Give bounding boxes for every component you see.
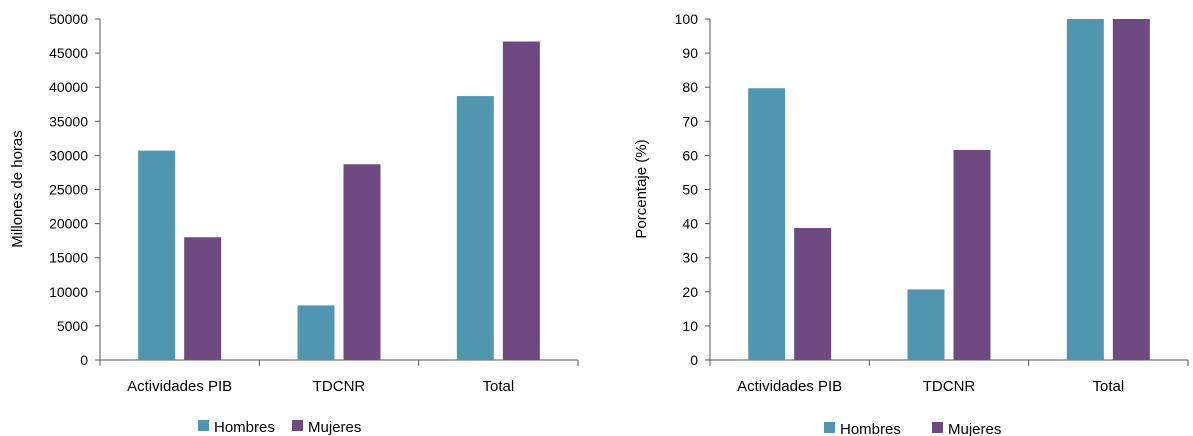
- bar-mujeres-total: [1112, 19, 1150, 360]
- x-ticks: [99, 360, 579, 366]
- y-tick-label: 0: [80, 352, 88, 368]
- x-ticks: [709, 360, 1189, 366]
- y-ticks: 0 10 20 30 40 50 60 70 80 90 100: [675, 11, 710, 368]
- y-tick-label: 50: [682, 182, 698, 198]
- y-tick-label: 15000: [49, 250, 88, 266]
- legend-label-hombres: Hombres: [214, 419, 275, 436]
- legend: Hombres Mujeres: [198, 419, 361, 436]
- y-tick-label: 35000: [49, 113, 88, 129]
- y-ticks: 0 5000 10000 15000 20000 25000 30000 35000 40000…: [49, 11, 100, 368]
- y-tick-label: 20000: [49, 216, 88, 232]
- y-tick-label: 25000: [49, 182, 88, 198]
- y-tick-label: 100: [675, 11, 699, 27]
- category-label-total: Total: [482, 378, 514, 395]
- bar-hombres-tdcnr: [907, 289, 945, 360]
- y-tick-label: 10: [682, 318, 698, 334]
- y-tick-label: 50000: [49, 11, 88, 27]
- y-tick-label: 10000: [49, 284, 88, 300]
- y-tick-label: 60: [682, 147, 698, 163]
- bar-mujeres-actividades-pib: [184, 237, 222, 360]
- bars: [138, 41, 540, 360]
- bar-hombres-total: [1066, 19, 1104, 360]
- bar-hombres-actividades-pib: [748, 88, 786, 361]
- category-label-actividades-pib: Actividades PIB: [127, 378, 232, 395]
- legend-swatch-hombres: [824, 422, 835, 433]
- category-labels: Actividades PIB TDCNR Total: [127, 378, 514, 395]
- bar-mujeres-tdcnr: [343, 164, 381, 360]
- y-tick-label: 40: [682, 216, 698, 232]
- y-axis-title: Millones de horas: [9, 130, 26, 248]
- bar-hombres-actividades-pib: [138, 150, 176, 360]
- chart-millones-de-horas: 0 5000 10000 15000 20000 25000 30000 35000 40000…: [9, 11, 579, 436]
- y-tick-label: 20: [682, 284, 698, 300]
- y-tick-label: 0: [690, 352, 698, 368]
- category-label-tdcnr: TDCNR: [313, 378, 366, 395]
- y-tick-label: 5000: [57, 318, 88, 334]
- bar-mujeres-tdcnr: [953, 149, 991, 360]
- legend-swatch-hombres: [198, 420, 209, 431]
- bar-mujeres-total: [502, 41, 540, 360]
- y-tick-label: 30000: [49, 147, 88, 163]
- bar-hombres-tdcnr: [297, 305, 335, 360]
- legend: Hombres Mujeres: [824, 421, 1001, 436]
- category-label-total: Total: [1092, 378, 1124, 395]
- y-tick-label: 40000: [49, 79, 88, 95]
- legend-swatch-mujeres: [292, 420, 303, 431]
- bars: [748, 19, 1150, 361]
- y-tick-label: 30: [682, 250, 698, 266]
- y-tick-label: 80: [682, 79, 698, 95]
- category-label-actividades-pib: Actividades PIB: [737, 378, 842, 395]
- legend-label-mujeres: Mujeres: [308, 419, 361, 436]
- bar-mujeres-actividades-pib: [794, 228, 832, 360]
- legend-swatch-mujeres: [932, 422, 943, 433]
- y-tick-label: 90: [682, 45, 698, 61]
- category-label-tdcnr: TDCNR: [923, 378, 976, 395]
- category-labels: Actividades PIB TDCNR Total: [737, 378, 1124, 395]
- legend-label-hombres: Hombres: [840, 421, 901, 436]
- y-tick-label: 70: [682, 113, 698, 129]
- y-tick-label: 45000: [49, 45, 88, 61]
- legend-label-mujeres: Mujeres: [948, 421, 1001, 436]
- y-axis-title: Porcentaje (%): [633, 139, 650, 238]
- chart-porcentaje: 0 10 20 30 40 50 60 70 80 90 100 Actividades PIB TD…: [633, 11, 1189, 436]
- bar-hombres-total: [456, 96, 494, 360]
